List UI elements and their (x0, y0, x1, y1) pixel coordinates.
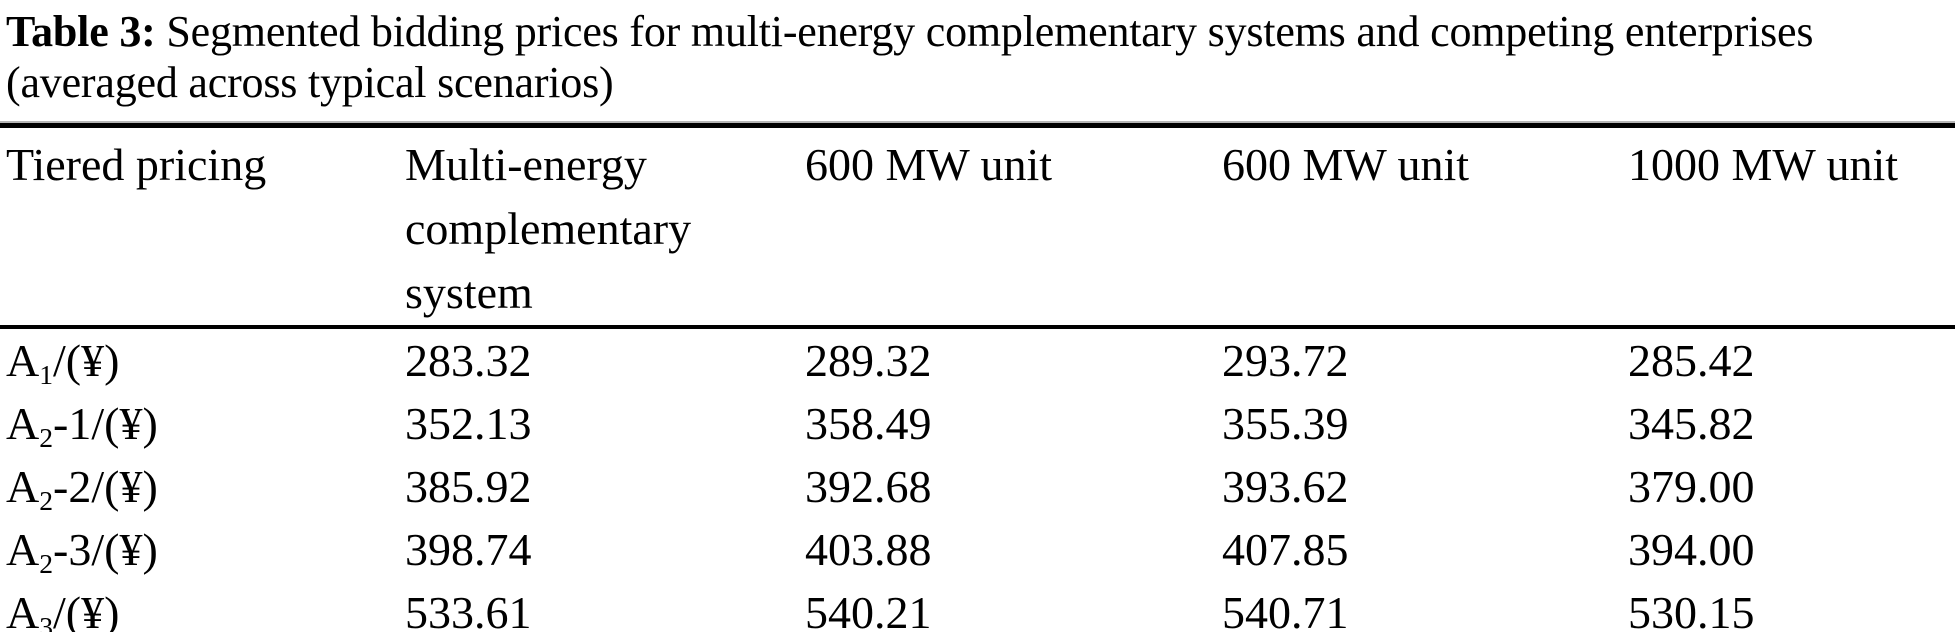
price-cell: 394.00 (1628, 524, 1755, 575)
column-header-600mw-unit-1: 600 MW unit (805, 139, 1053, 190)
price-cell: 283.32 (405, 335, 532, 386)
price-cell: 540.21 (805, 587, 932, 632)
price-cell: 392.68 (805, 461, 932, 512)
table-caption-line2: (averaged across typical scenarios) (6, 58, 614, 107)
table-caption-text: Segmented bidding prices for multi-energ… (155, 7, 1814, 56)
table-header-row: Tiered pricing Multi-energy complementar… (0, 128, 1955, 325)
table-row-a2-1: A2-1/(¥) 352.13 358.49 355.39 345.82 (0, 392, 1955, 455)
price-cell: 355.39 (1222, 398, 1349, 449)
table-mid-rule (0, 325, 1955, 329)
price-cell: 345.82 (1628, 398, 1755, 449)
table-row-a3: A3/(¥) 533.61 540.21 540.71 530.15 (0, 581, 1955, 632)
price-cell: 533.61 (405, 587, 532, 632)
table-row-a2-2: A2-2/(¥) 385.92 392.68 393.62 379.00 (0, 455, 1955, 518)
row-label: A2-2/(¥) (6, 461, 158, 516)
subscript: 2 (39, 484, 54, 516)
table-caption-line1: Table 3: Segmented bidding prices for mu… (6, 6, 1955, 57)
row-label: A2-3/(¥) (6, 524, 158, 579)
price-cell: 285.42 (1628, 335, 1755, 386)
price-cell: 393.62 (1222, 461, 1349, 512)
row-label: A3/(¥) (0, 581, 405, 632)
subscript: 2 (39, 421, 54, 453)
table-row-a2-3: A2-3/(¥) 398.74 403.88 407.85 394.00 (0, 518, 1955, 581)
column-header-600mw-unit-2: 600 MW unit (1222, 139, 1470, 190)
column-header-1000mw-unit: 1000 MW unit (1628, 139, 1899, 190)
subscript: 2 (39, 547, 54, 579)
table-top-rule (0, 121, 1955, 128)
price-cell: 385.92 (405, 461, 532, 512)
price-cell: 530.15 (1628, 587, 1755, 632)
table-body: A1/(¥) 283.32 289.32 293.72 285.42 A2-1/… (0, 329, 1955, 632)
price-cell: 293.72 (1222, 335, 1349, 386)
table-caption: Table 3: Segmented bidding prices for mu… (0, 0, 1955, 108)
price-cell: 352.13 (405, 398, 532, 449)
price-cell: 289.32 (805, 335, 932, 386)
subscript: 3 (39, 610, 54, 632)
row-label: A1/(¥) (6, 335, 120, 390)
subscript: 1 (39, 358, 54, 390)
price-cell: 358.49 (805, 398, 932, 449)
price-cell: 403.88 (805, 524, 932, 575)
column-header-tiered-pricing: Tiered pricing (6, 139, 267, 190)
price-cell: 407.85 (1222, 524, 1349, 575)
table-caption-label: Table 3: (6, 7, 156, 56)
price-cell: 398.74 (405, 524, 532, 575)
table-row-a1: A1/(¥) 283.32 289.32 293.72 285.42 (0, 329, 1955, 392)
column-header-multi-energy-system: Multi-energy complementary system (405, 139, 692, 318)
price-cell: 540.71 (1222, 587, 1349, 632)
row-label: A2-1/(¥) (6, 398, 158, 453)
price-cell: 379.00 (1628, 461, 1755, 512)
